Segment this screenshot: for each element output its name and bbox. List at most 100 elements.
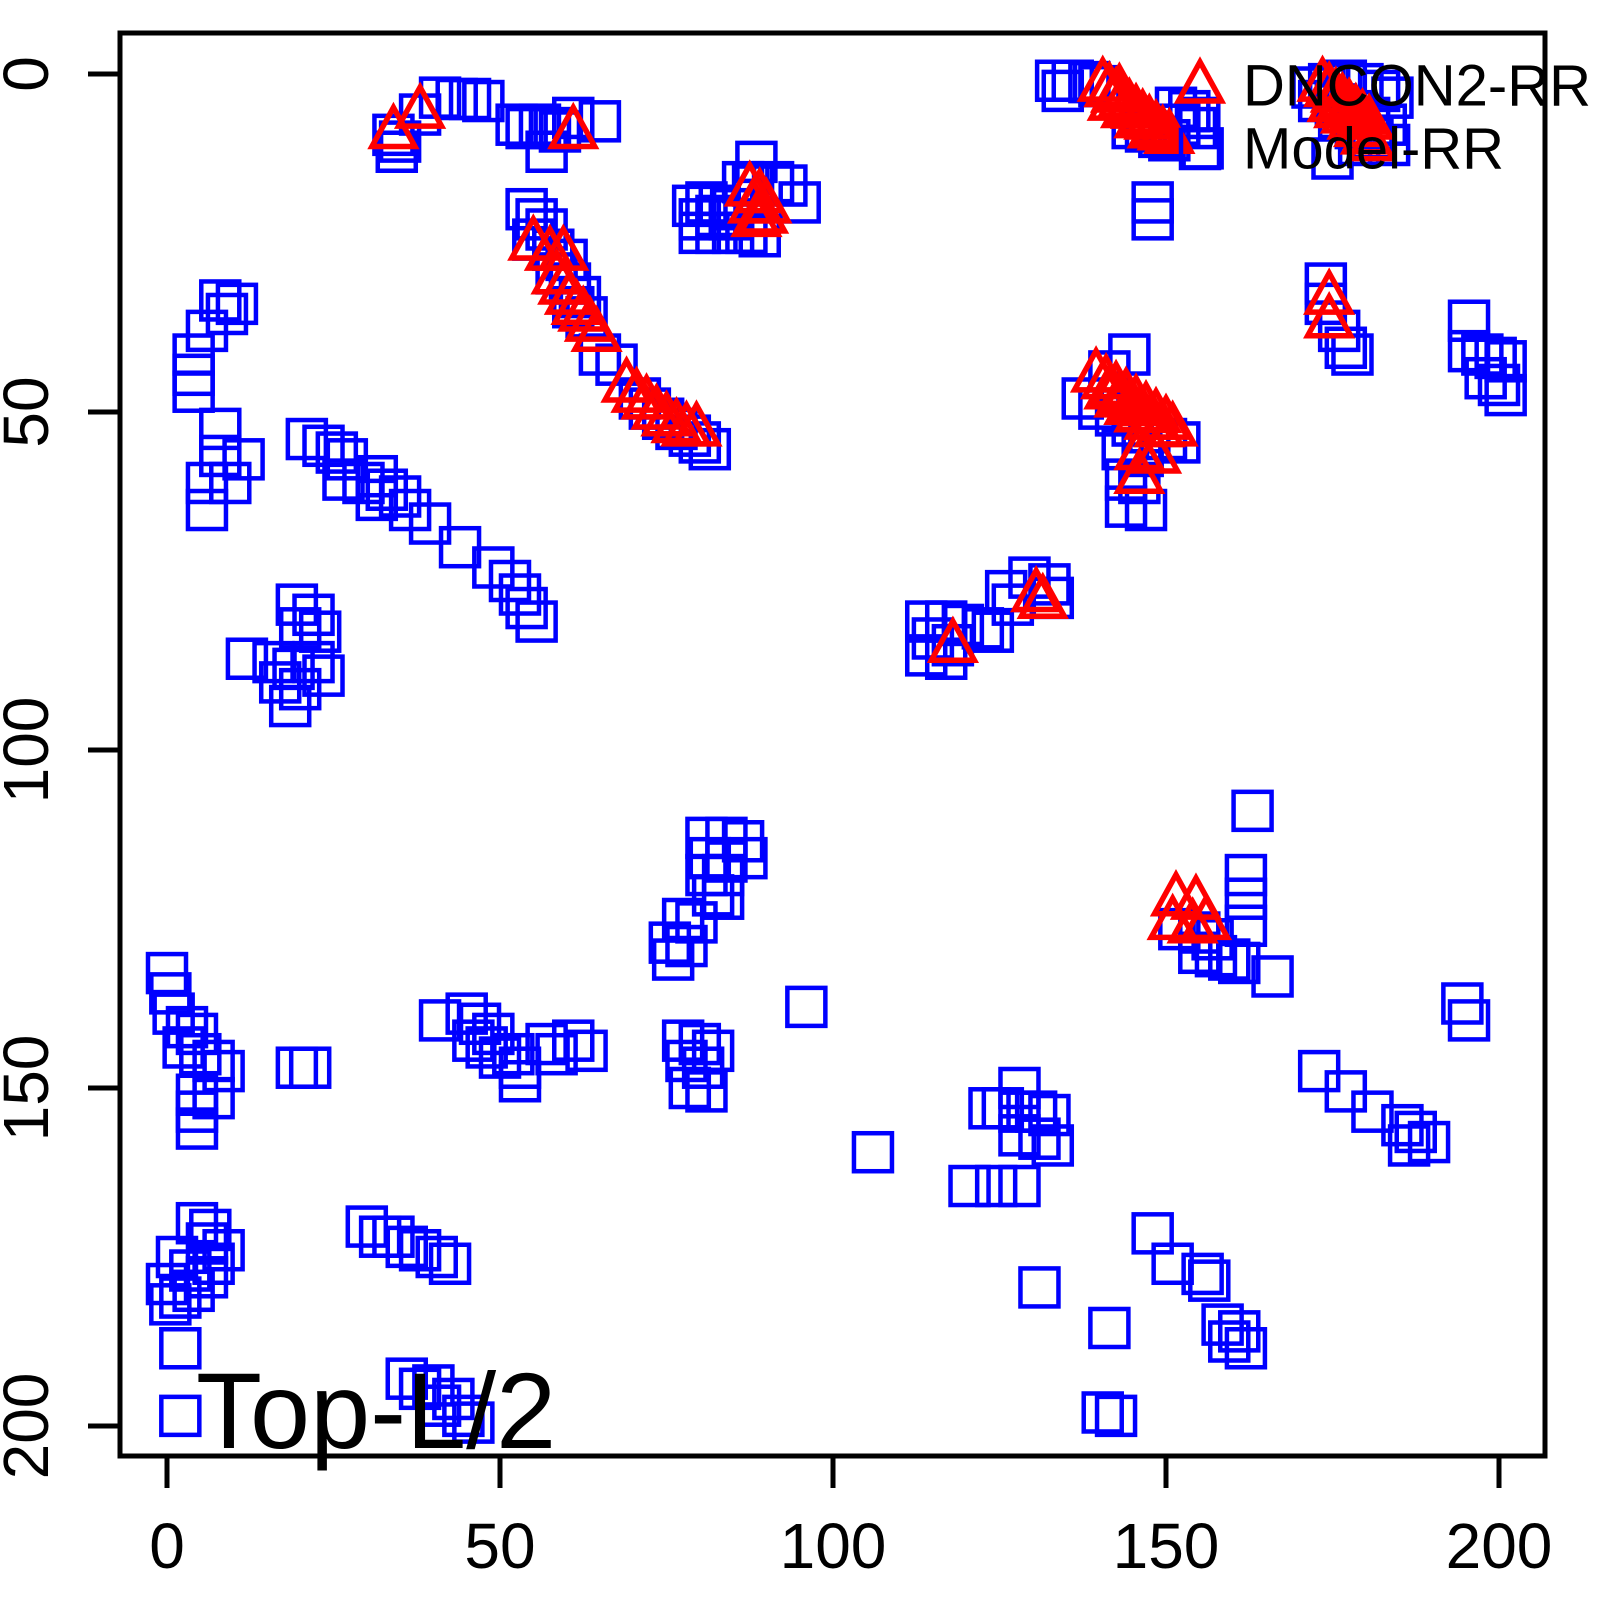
model-rr-point bbox=[462, 79, 505, 123]
model-rr-point bbox=[661, 897, 705, 941]
model-rr-point bbox=[149, 1283, 192, 1326]
model-rr-point bbox=[159, 1276, 202, 1319]
dncon2-rr-point bbox=[1344, 113, 1398, 162]
model-rr-point bbox=[1224, 853, 1268, 897]
dncon2-rr-points-layer bbox=[367, 54, 1398, 944]
dncon2-rr-point bbox=[610, 365, 663, 413]
model-rr-point bbox=[378, 475, 422, 518]
model-rr-point bbox=[1131, 198, 1174, 241]
model-rr-point bbox=[1394, 1110, 1437, 1154]
y-tick-label: 0 bbox=[0, 56, 62, 92]
dncon2-rr-point bbox=[1093, 61, 1146, 109]
model-rr-point bbox=[701, 877, 745, 920]
model-rr-point bbox=[199, 279, 242, 322]
model-rr-point bbox=[851, 1130, 895, 1174]
dncon2-rr-point bbox=[600, 355, 653, 403]
model-rr-point bbox=[665, 924, 708, 968]
model-rr-point bbox=[185, 461, 229, 505]
x-axis: 0 50 100 150 200 bbox=[149, 1456, 1552, 1582]
model-rr-point bbox=[1208, 938, 1251, 981]
model-rr-points-layer bbox=[145, 59, 1527, 1444]
y-tick-label: 150 bbox=[0, 1035, 62, 1142]
x-tick-label: 100 bbox=[780, 1510, 887, 1582]
model-rr-point bbox=[1081, 1391, 1124, 1434]
model-rr-point bbox=[1224, 1327, 1268, 1370]
model-rr-point bbox=[199, 434, 242, 478]
dncon2-rr-point bbox=[570, 304, 623, 353]
model-rr-point bbox=[492, 1032, 535, 1076]
model-rr-point bbox=[578, 333, 622, 376]
dncon2-rr-point bbox=[547, 101, 600, 150]
dncon2-rr-point bbox=[1129, 426, 1183, 474]
model-rr-point bbox=[288, 1046, 332, 1089]
model-rr-point bbox=[1018, 1117, 1061, 1160]
model-rr-point bbox=[385, 1225, 429, 1269]
dncon2-rr-point bbox=[1179, 892, 1233, 941]
dncon2-rr-point bbox=[1126, 101, 1179, 149]
y-axis: 0 50 100 150 200 bbox=[0, 56, 120, 1479]
dncon2-rr-point bbox=[640, 389, 693, 437]
model-rr-point bbox=[691, 874, 735, 917]
model-rr-point bbox=[1351, 1090, 1394, 1133]
dncon2-rr-point bbox=[1166, 896, 1219, 944]
model-rr-point bbox=[1251, 955, 1294, 998]
dncon2-rr-point bbox=[1103, 377, 1156, 426]
dncon2-rr-point bbox=[393, 81, 447, 129]
legend-triangle-icon bbox=[1173, 56, 1227, 104]
model-rr-point bbox=[1461, 333, 1504, 376]
model-rr-point bbox=[222, 438, 265, 481]
model-rr-point bbox=[302, 654, 345, 697]
model-rr-point bbox=[1208, 1320, 1251, 1363]
model-rr-point bbox=[1031, 1124, 1075, 1167]
model-rr-point bbox=[472, 546, 515, 589]
model-rr-point bbox=[192, 1076, 235, 1120]
x-tick-label: 200 bbox=[1446, 1510, 1553, 1582]
model-rr-point bbox=[1018, 1266, 1061, 1309]
x-tick-label: 150 bbox=[1113, 1510, 1220, 1582]
dncon2-rr-point bbox=[620, 372, 673, 420]
model-rr-point bbox=[515, 600, 558, 643]
model-rr-point bbox=[552, 1019, 595, 1062]
model-rr-point bbox=[159, 1327, 202, 1370]
model-rr-point bbox=[495, 103, 538, 146]
model-rr-point bbox=[1088, 1306, 1131, 1350]
model-rr-point bbox=[1224, 877, 1268, 920]
y-tick-label: 200 bbox=[0, 1373, 62, 1480]
model-rr-point bbox=[1231, 789, 1274, 833]
model-rr-point bbox=[1188, 1259, 1231, 1302]
model-rr-point bbox=[452, 1401, 495, 1444]
model-rr-point bbox=[385, 1357, 429, 1400]
dncon2-rr-point bbox=[1123, 392, 1176, 440]
model-rr-point bbox=[358, 1215, 402, 1258]
model-rr-point bbox=[202, 1049, 245, 1093]
model-rr-point bbox=[209, 461, 252, 505]
model-rr-point bbox=[345, 1205, 389, 1248]
model-rr-point bbox=[498, 573, 542, 616]
x-tick-label: 0 bbox=[149, 1510, 185, 1582]
model-rr-point bbox=[535, 1032, 578, 1076]
model-rr-point bbox=[398, 1228, 442, 1272]
model-rr-point bbox=[268, 684, 312, 728]
model-rr-point bbox=[315, 431, 359, 474]
dncon2-rr-point bbox=[730, 189, 783, 238]
legend-label-model-rr: Model-RR bbox=[1243, 117, 1504, 182]
model-rr-point bbox=[1477, 363, 1521, 407]
model-rr-point bbox=[408, 502, 452, 545]
model-rr-point bbox=[415, 1235, 458, 1279]
dncon2-rr-point bbox=[1113, 446, 1166, 494]
model-rr-point bbox=[172, 370, 215, 413]
model-rr-point bbox=[1447, 299, 1491, 342]
model-rr-point bbox=[1014, 1090, 1058, 1133]
dncon2-rr-point bbox=[926, 615, 980, 663]
model-rr-point bbox=[1218, 941, 1261, 985]
annotation-top-l2: Top-L/2 bbox=[196, 1350, 556, 1471]
model-rr-point bbox=[172, 1269, 215, 1313]
model-rr-point bbox=[1041, 69, 1085, 113]
model-rr-point bbox=[565, 1029, 608, 1073]
model-rr-point bbox=[974, 1164, 1018, 1208]
model-rr-point bbox=[1387, 1124, 1431, 1167]
model-rr-point bbox=[185, 488, 229, 532]
x-tick-label: 50 bbox=[464, 1510, 535, 1582]
model-rr-point bbox=[159, 1394, 202, 1438]
